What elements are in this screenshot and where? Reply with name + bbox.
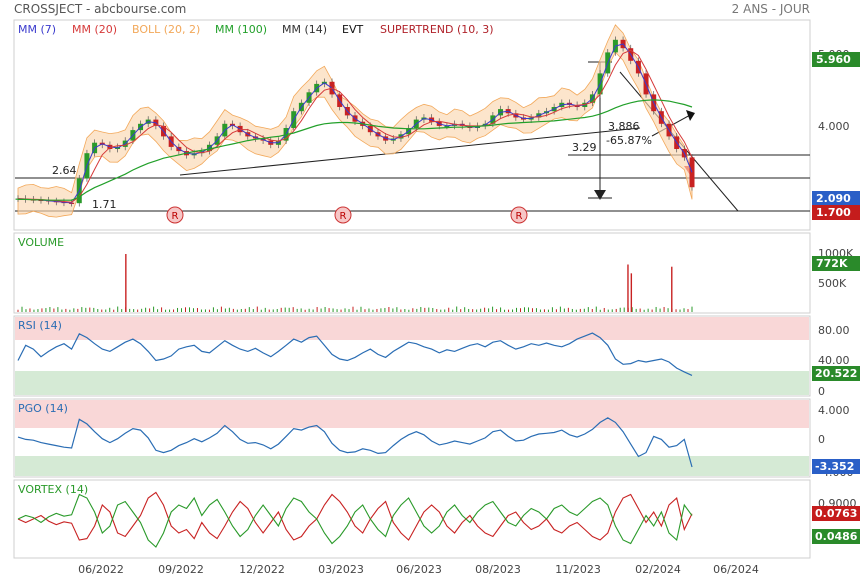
pgo-overbought-zone: [15, 400, 809, 428]
vortex-lines: [17, 491, 693, 548]
event-marker-label: R: [340, 211, 347, 222]
x-tick: 06/2023: [396, 563, 442, 576]
legend-ma100: MM (100): [215, 23, 267, 36]
rsi-line: [17, 332, 693, 376]
volume-badge-label: 772K: [816, 257, 848, 270]
support-badge: [812, 205, 860, 220]
annotation-pct: -65.87%: [606, 134, 652, 147]
pgo-panel-title: PGO (14): [18, 402, 68, 415]
rsi-tick-0: 0: [818, 385, 825, 398]
event-marker-3[interactable]: R: [510, 206, 528, 224]
volume-panel: [13, 232, 811, 314]
vortex-plus-badge: [812, 529, 860, 544]
annotation-264: 2.64: [52, 164, 77, 177]
volume-tick-500k: 500K: [818, 277, 847, 290]
legend: MM (7) MM (20) BOLL (20, 2) MM (100) MM …: [18, 23, 494, 36]
period-label: 2 ANS - JOUR: [732, 2, 810, 16]
annotation-171: 1.71: [92, 198, 117, 211]
legend-ma20: MM (20): [72, 23, 117, 36]
rsi-badge: [812, 366, 860, 381]
vortex-panel: [13, 479, 811, 559]
x-axis: 06/2022 09/2022 12/2022 03/2023 06/2023 …: [78, 563, 759, 576]
support-badge-label: 1.700: [816, 206, 851, 219]
x-tick: 03/2023: [318, 563, 364, 576]
rsi-panel-title: RSI (14): [18, 319, 62, 332]
x-tick: 09/2022: [158, 563, 204, 576]
vortex-plus-path: [17, 493, 693, 548]
price-badge-top: [812, 52, 860, 67]
rsi-badge-label: 20.522: [815, 367, 857, 380]
annotation-3886: 3.886: [608, 120, 640, 133]
x-tick: 06/2024: [713, 563, 759, 576]
event-marker-1[interactable]: R: [166, 206, 184, 224]
chart-title: CROSSJECT - abcbourse.com: [14, 2, 186, 16]
pgo-badge: [812, 459, 860, 474]
price-badge-top-label: 5.960: [816, 53, 851, 66]
pgo-tick-4: 4.000: [818, 404, 850, 417]
event-marker-label: R: [516, 211, 523, 222]
annotation-329: 3.29: [572, 141, 597, 154]
price-badge-last-label: 2.090: [816, 192, 851, 205]
vortex-minus-label: 0.0763: [815, 507, 857, 520]
pgo-tick-0: 0: [818, 433, 825, 446]
rsi-overbought-zone: [15, 317, 809, 340]
volume-badge: [812, 256, 860, 271]
legend-supertrend: SUPERTREND (10, 3): [380, 23, 494, 36]
legend-boll: BOLL (20, 2): [132, 23, 200, 36]
price-series: [15, 36, 695, 207]
vortex-minus-path: [17, 491, 693, 541]
trend-line: [179, 127, 641, 176]
vortex-plus-label: 0.0486: [815, 530, 858, 543]
candle: [444, 125, 450, 128]
x-tick: 12/2022: [239, 563, 285, 576]
fib-arrow-head: [594, 190, 606, 200]
rsi-oversold-zone: [15, 371, 809, 395]
volume-bars: [17, 254, 693, 312]
price-badge-last: [812, 191, 860, 206]
x-tick: 11/2023: [555, 563, 601, 576]
legend-ma14: MM (14): [282, 23, 327, 36]
price-tick-4: 4.000: [818, 120, 850, 133]
rsi-tick-80: 80.00: [818, 324, 850, 337]
pgo-badge-label: -3.352: [815, 460, 854, 473]
candle: [689, 157, 695, 188]
pgo-oversold-zone: [15, 456, 809, 476]
projection-up-arrow: [686, 110, 695, 121]
x-tick: 02/2024: [635, 563, 681, 576]
volume-panel-title: VOLUME: [18, 236, 64, 249]
rsi-tick-40: 40.00: [818, 354, 850, 367]
ma20-line: [17, 49, 693, 203]
x-tick: 08/2023: [475, 563, 521, 576]
event-marker-2[interactable]: R: [334, 206, 352, 224]
vortex-minus-badge: [812, 506, 860, 521]
ma100-line: [18, 99, 693, 201]
vortex-panel-title: VORTEX (14): [18, 483, 88, 496]
legend-evt: EVT: [342, 23, 363, 36]
event-marker-label: R: [172, 211, 179, 222]
x-tick: 06/2022: [78, 563, 124, 576]
rsi-path: [17, 332, 693, 376]
legend-ma7: MM (7): [18, 23, 56, 36]
pgo-path: [17, 417, 693, 468]
pgo-line: [17, 417, 693, 468]
